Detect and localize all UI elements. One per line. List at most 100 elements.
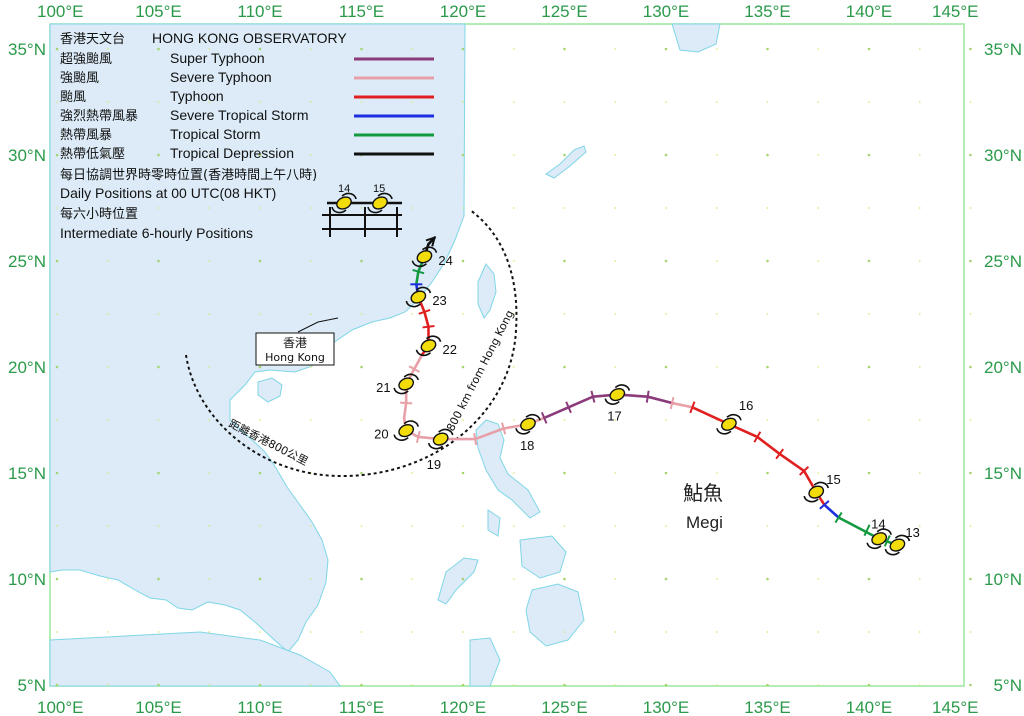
six-hourly-tick bbox=[501, 422, 507, 435]
legend-item-en: Severe Typhoon bbox=[170, 69, 272, 85]
grid-dot bbox=[56, 631, 58, 633]
grid-dot bbox=[208, 631, 211, 633]
hong-kong-pointer bbox=[297, 317, 339, 333]
grid-dot bbox=[462, 313, 464, 315]
grid-dot bbox=[817, 366, 820, 368]
grid-dot bbox=[817, 631, 820, 633]
grid-dot bbox=[106, 525, 109, 527]
six-hourly-tick bbox=[775, 448, 785, 460]
six-hourly-tick bbox=[863, 524, 871, 537]
grid-dot bbox=[208, 154, 211, 156]
legend-item-cn: 強烈熱帶風暴 bbox=[60, 109, 138, 124]
daily-position-marker bbox=[405, 286, 432, 308]
mindoro-island bbox=[487, 509, 501, 537]
legend-daily-sample-marker-b bbox=[367, 192, 393, 214]
grid-dot bbox=[664, 153, 668, 157]
grid-dot bbox=[512, 48, 515, 50]
typhoon-symbol-icon bbox=[520, 417, 536, 431]
grid-dot bbox=[918, 154, 921, 156]
six-hourly-tick bbox=[834, 511, 843, 524]
longitude-label: 115°E bbox=[339, 2, 384, 21]
grid-dot bbox=[665, 101, 667, 103]
legend-daily-sample-label-b: 15 bbox=[373, 183, 385, 195]
storm-name-cn: 鮎魚 bbox=[683, 481, 723, 505]
grid-dot bbox=[258, 365, 262, 369]
daily-position-label: 17 bbox=[607, 409, 621, 424]
grid-dot bbox=[309, 101, 312, 103]
daily-position-label: 18 bbox=[520, 438, 534, 453]
grid-dot bbox=[969, 47, 972, 51]
grid-dot bbox=[411, 631, 414, 633]
six-hourly-tick bbox=[473, 432, 478, 446]
grid-dot bbox=[614, 631, 617, 633]
track-segment bbox=[646, 395, 674, 405]
typhoon-spiral-arm bbox=[415, 349, 432, 357]
grid-dot bbox=[208, 366, 211, 368]
grid-dot bbox=[309, 313, 312, 315]
grid-dot bbox=[817, 525, 820, 527]
grid-dot bbox=[106, 154, 109, 156]
track-segment bbox=[423, 310, 430, 329]
grid-dot bbox=[360, 47, 363, 51]
grid-dot bbox=[969, 313, 972, 315]
legend-item-en: Super Typhoon bbox=[170, 50, 265, 66]
typhoon-spiral-arm bbox=[405, 300, 421, 308]
grid-dot bbox=[512, 684, 515, 686]
six-hourly-tick bbox=[412, 268, 425, 275]
grid-dot bbox=[462, 419, 464, 421]
hong-kong-name-en: Hong Kong bbox=[265, 351, 325, 364]
longitude-label: 100°E bbox=[37, 2, 84, 21]
track-segment bbox=[823, 503, 840, 519]
longitude-label: 145°E bbox=[932, 2, 979, 21]
typhoon-spiral-arm bbox=[813, 481, 830, 489]
daily-position-label: 19 bbox=[427, 457, 441, 472]
grid-dot bbox=[614, 260, 617, 262]
grid-dot bbox=[208, 313, 211, 315]
grid-dot bbox=[817, 154, 820, 156]
grid-dot bbox=[512, 366, 515, 368]
typhoon-spiral-arm bbox=[331, 206, 347, 214]
latitude-label: 15°N bbox=[8, 464, 46, 483]
longitude-labels-bottom: 100°E 105°E 110°E 115°E 120°E 125°E 130°E 135°E… bbox=[37, 698, 979, 716]
grid-dot bbox=[614, 154, 617, 156]
grid-dot bbox=[664, 365, 668, 369]
grid-dot bbox=[614, 101, 617, 103]
grid-dot bbox=[360, 419, 363, 421]
grid-dot bbox=[512, 101, 515, 103]
grid-dot bbox=[918, 578, 921, 580]
track-segment bbox=[837, 516, 881, 541]
grid-dot bbox=[766, 631, 769, 633]
grid-dot bbox=[309, 631, 312, 633]
grid-dot bbox=[360, 525, 363, 527]
grid-dot bbox=[360, 365, 363, 369]
legend-item-en: Severe Tropical Storm bbox=[170, 107, 309, 123]
grid-dot bbox=[157, 577, 160, 581]
grid-dot bbox=[766, 365, 769, 369]
grid-dot bbox=[563, 683, 566, 687]
grid-dot bbox=[563, 47, 566, 51]
grid-dot bbox=[614, 48, 617, 50]
daily-position-marker bbox=[393, 420, 419, 441]
grid-dot bbox=[969, 207, 972, 209]
grid-dot bbox=[563, 471, 566, 475]
six-hourly-tick bbox=[418, 308, 431, 315]
daily-position-marker bbox=[393, 373, 419, 395]
typhoon-symbol-icon bbox=[372, 196, 388, 210]
longitude-label: 135°E bbox=[744, 698, 791, 716]
daily-position-marker bbox=[515, 413, 541, 435]
grid-dot bbox=[867, 153, 871, 157]
latitude-label: 30°N bbox=[8, 146, 46, 165]
grid-dot bbox=[55, 365, 59, 369]
grid-dot bbox=[208, 525, 211, 527]
longitude-label: 100°E bbox=[37, 698, 84, 716]
grid-dot bbox=[868, 207, 870, 209]
grid-dot bbox=[715, 472, 718, 474]
grid-dot bbox=[461, 471, 465, 475]
grid-dot bbox=[106, 48, 109, 50]
grid-dot bbox=[715, 101, 718, 103]
grid-dot bbox=[512, 525, 515, 527]
daily-position-label: 15 bbox=[826, 472, 840, 487]
track-segment bbox=[402, 401, 408, 420]
typhoon-spiral-arm bbox=[367, 206, 383, 214]
daily-position-label: 20 bbox=[374, 427, 388, 442]
